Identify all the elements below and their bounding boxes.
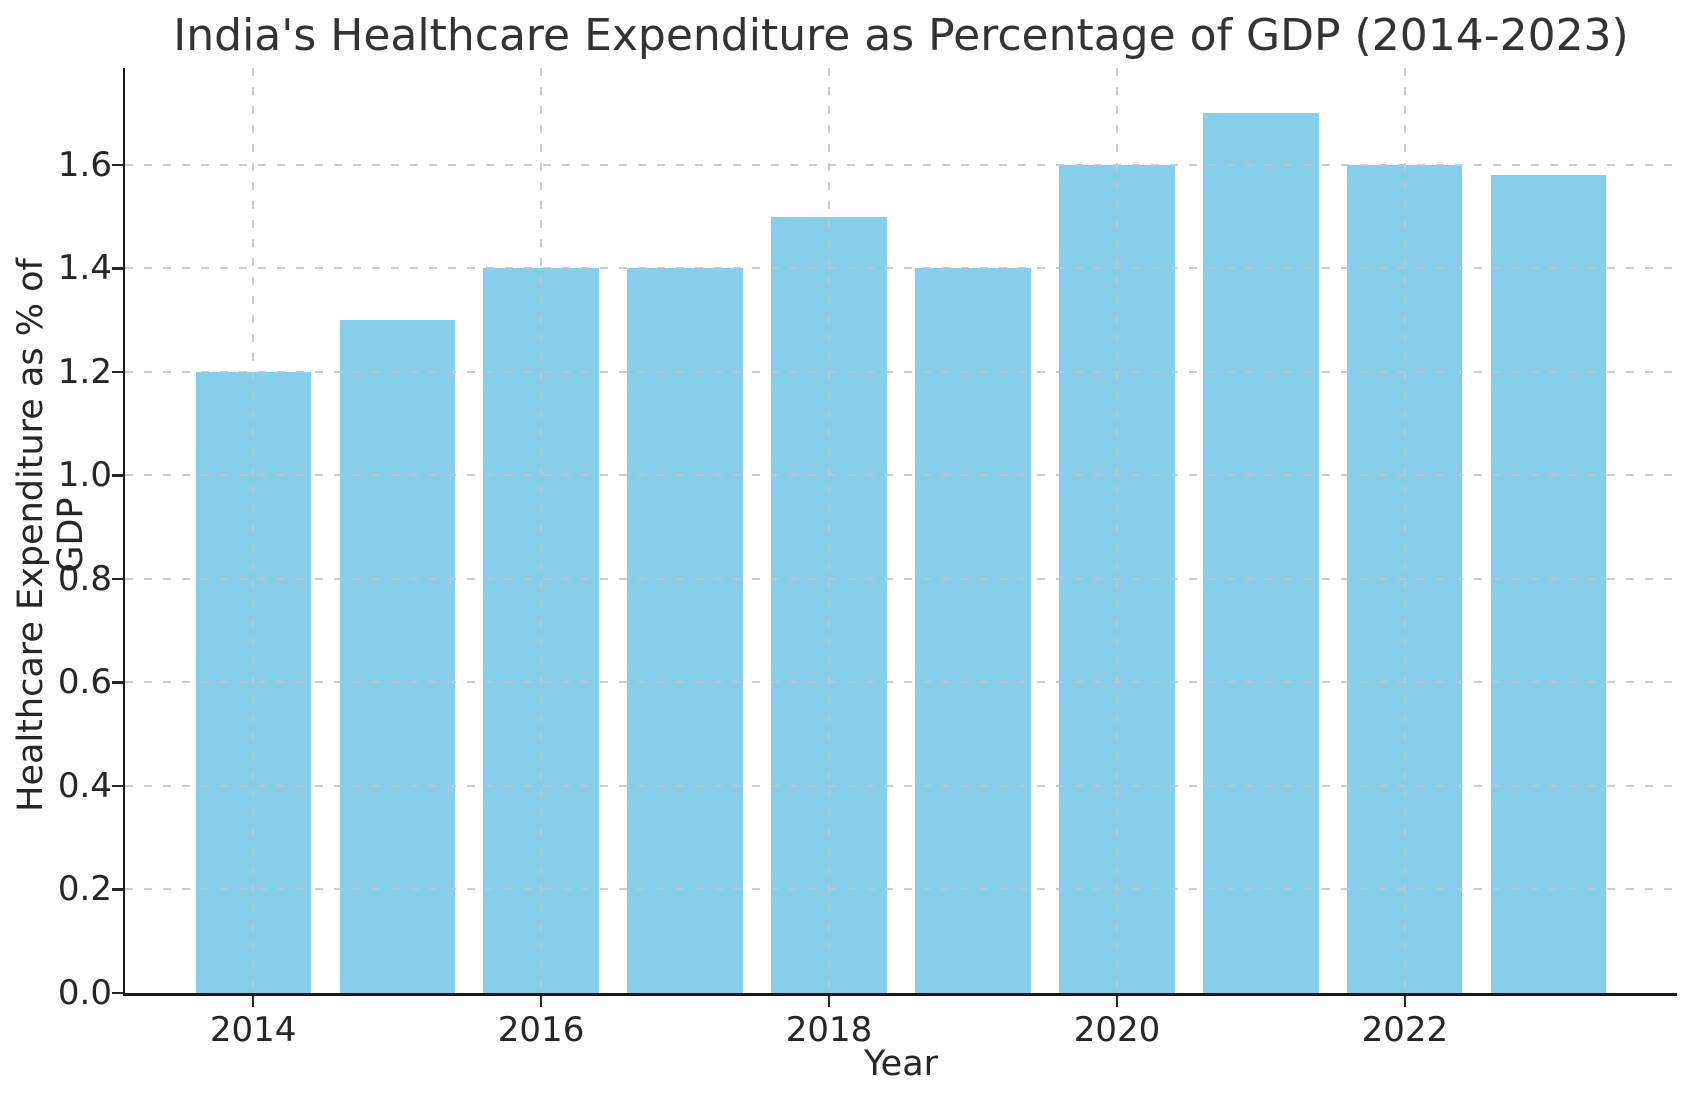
v-gridline [828,68,830,993]
h-gridline [125,267,1677,270]
h-gridline [125,681,1677,684]
x-tick-mark [827,996,831,1007]
x-tick-label: 2020 [1073,1010,1161,1050]
y-tick-mark [112,577,123,581]
y-tick-label: 0.2 [57,869,112,910]
bar-2023 [1491,175,1607,993]
bar-2017 [627,268,743,993]
x-tick-label: 2022 [1361,1010,1449,1050]
h-gridline [125,577,1677,580]
y-tick-label: 1.2 [57,351,112,392]
h-gridline [125,888,1677,891]
y-tick-label: 0.4 [57,765,112,806]
y-tick-mark [112,888,123,891]
y-tick-label: 0.0 [57,973,112,1013]
v-gridline [1115,68,1118,993]
y-tick-label: 1.4 [57,248,112,289]
x-tick-mark [251,996,255,1007]
y-tick-mark [112,370,123,374]
h-gridline [125,370,1677,373]
x-tick-label: 2014 [209,1010,297,1050]
y-tick-mark [112,991,123,995]
v-gridline [1403,68,1406,993]
bar-2015 [339,320,455,993]
x-axis-label: Year [863,1044,939,1084]
h-gridline [125,474,1677,477]
y-tick-mark [112,474,123,477]
y-tick-label: 1.6 [57,144,112,185]
y-tick-mark [112,784,123,788]
x-tick-label: 2018 [785,1010,873,1050]
y-tick-label: 1.0 [57,455,112,496]
y-tick-mark [112,163,123,167]
chart-title: India's Healthcare Expenditure as Percen… [173,10,1629,61]
bottom-spine [122,993,1677,996]
y-tick-mark [112,267,123,270]
x-tick-mark [539,996,543,1007]
bar-2019 [915,268,1031,993]
v-gridline [252,68,255,993]
y-tick-label: 0.6 [57,662,112,703]
y-tick-label: 0.8 [57,558,112,599]
y-tick-mark [112,681,123,684]
x-tick-mark [1403,996,1407,1007]
left-spine [122,68,125,996]
v-gridline [540,68,543,993]
h-gridline [125,163,1677,166]
x-tick-label: 2016 [497,1010,585,1050]
bar-2021 [1203,113,1319,993]
x-tick-mark [1115,996,1119,1007]
h-gridline [125,784,1677,787]
y-axis-label: Healthcare Expenditure as % of GDP [11,258,91,812]
